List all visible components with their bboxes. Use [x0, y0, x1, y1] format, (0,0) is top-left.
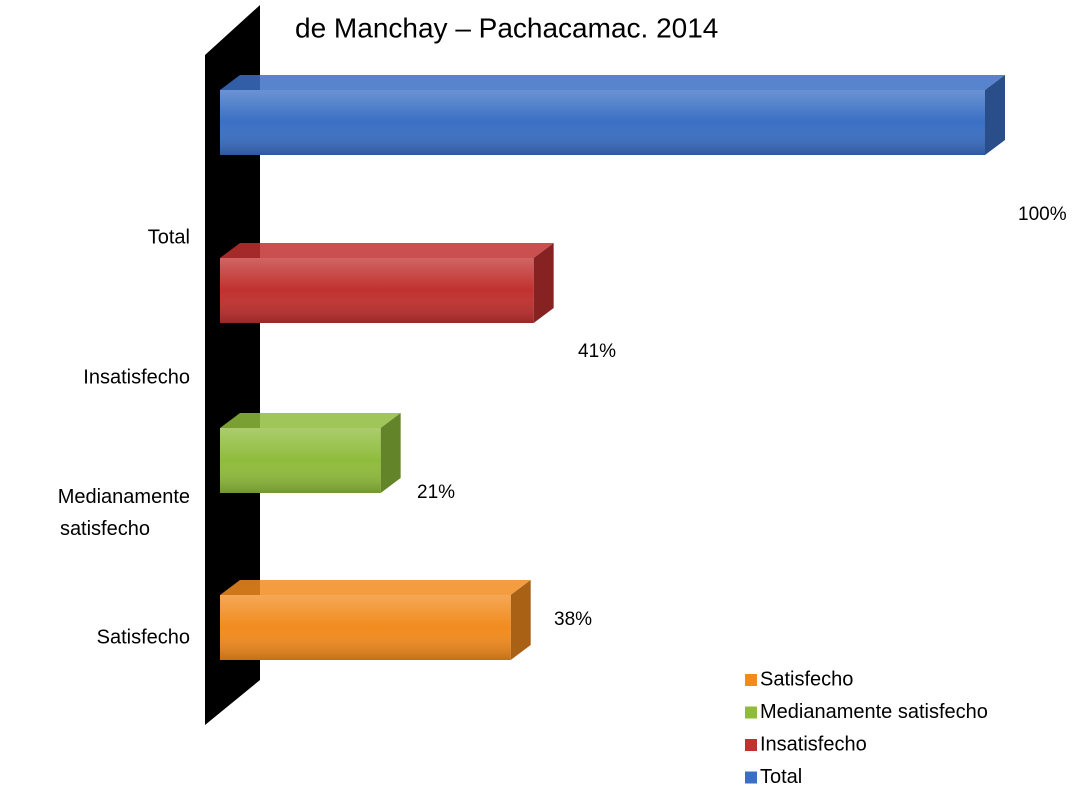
legend-label: Satisfecho [760, 668, 853, 690]
bar-top [220, 243, 554, 258]
bar-top [220, 413, 401, 428]
bar-side [533, 243, 554, 323]
bar-shine [220, 90, 985, 155]
y-tick-label: Total [148, 226, 190, 248]
legend-swatch [745, 771, 757, 784]
chart-title: de Manchay – Pachacamac. 2014 [295, 12, 718, 43]
legend-label: Medianamente satisfecho [760, 701, 988, 723]
bar-side [985, 75, 1005, 155]
value-label: 21% [417, 482, 455, 503]
value-label: 41% [578, 341, 616, 362]
legend-swatch [745, 674, 757, 686]
y-tick-label: Medianamente satisfecho [58, 486, 190, 540]
legend-swatch [745, 739, 757, 751]
bar-top [220, 75, 1005, 90]
legend-label: Total [760, 766, 802, 788]
bar-side [510, 580, 531, 660]
value-label: 38% [554, 609, 592, 630]
legend-label: Insatisfecho [760, 733, 867, 755]
bar-shine [220, 428, 381, 493]
bar-shine [220, 595, 511, 660]
legend-swatch [745, 706, 757, 719]
wall [205, 5, 260, 725]
y-tick-label: Satisfecho [97, 626, 190, 648]
bar-shine [220, 258, 534, 323]
y-tick-label: Insatisfecho [83, 366, 190, 388]
bar-side [380, 413, 401, 493]
value-label: 100% [1018, 204, 1067, 225]
bar-top [220, 580, 531, 595]
